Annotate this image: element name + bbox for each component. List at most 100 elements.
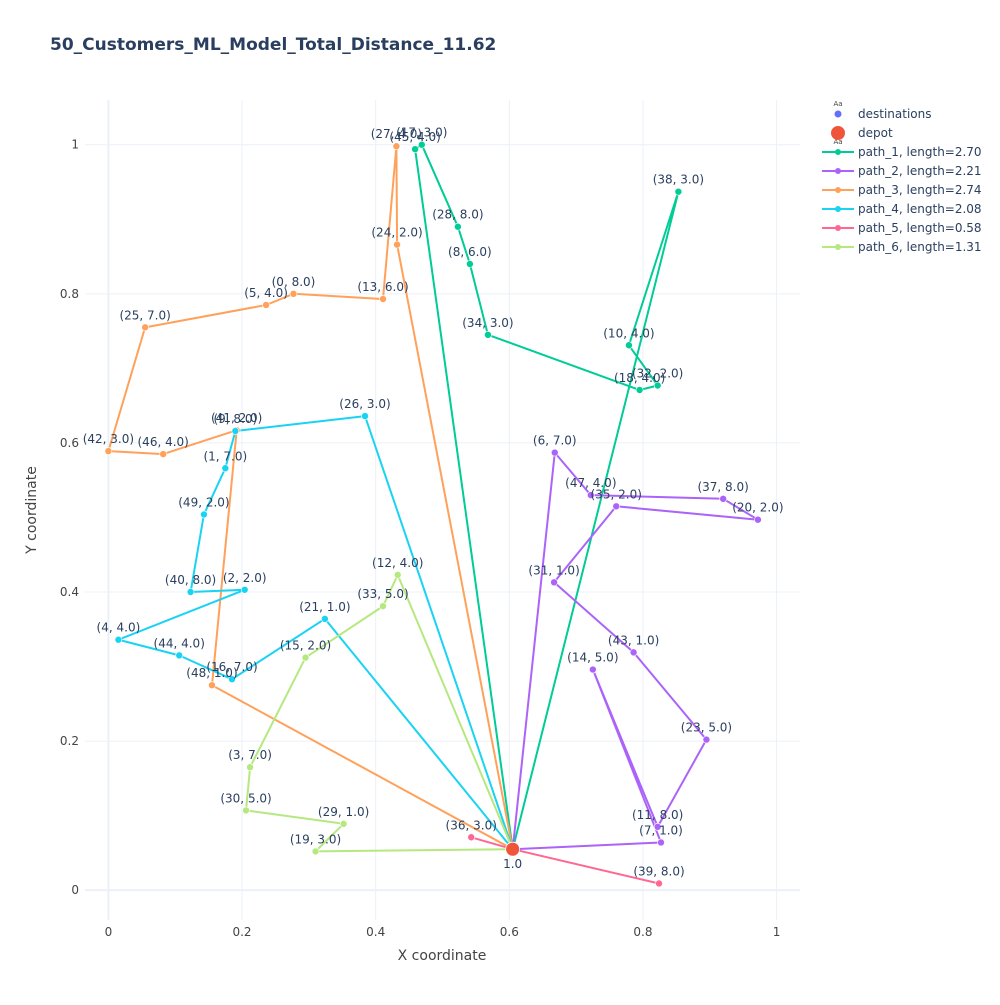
legend-marker-3[interactable] bbox=[835, 187, 841, 193]
data-label: (35, 2.0) bbox=[591, 487, 642, 501]
data-label: (32, 2.0) bbox=[632, 367, 683, 381]
data-label: (29, 1.0) bbox=[318, 805, 369, 819]
data-point bbox=[393, 240, 401, 249]
legend-label-4[interactable]: path_4, length=2.08 bbox=[858, 202, 982, 216]
plot-background bbox=[85, 100, 800, 920]
data-label: (25, 7.0) bbox=[119, 308, 170, 322]
data-label: (40, 8.0) bbox=[165, 573, 216, 587]
data-point bbox=[262, 301, 270, 309]
data-label: (41, 2.0) bbox=[211, 411, 262, 425]
data-label: (38, 3.0) bbox=[653, 173, 704, 187]
data-point bbox=[466, 260, 474, 268]
data-point bbox=[114, 635, 123, 644]
data-label: (45, 4.0) bbox=[389, 130, 440, 144]
data-point bbox=[186, 588, 195, 596]
legend-symbol-glyph: Aa bbox=[833, 138, 842, 146]
x-tick-label: 0.8 bbox=[633, 925, 652, 939]
data-label: (9, 8.0) bbox=[213, 412, 257, 426]
data-label: (4, 4.0) bbox=[97, 621, 141, 635]
legend-destinations-label[interactable]: destinations bbox=[858, 107, 932, 121]
data-label: (37, 8.0) bbox=[697, 480, 748, 494]
legend-depot-marker[interactable] bbox=[831, 126, 845, 140]
legend-label-1[interactable]: path_1, length=2.70 bbox=[858, 145, 982, 159]
data-point bbox=[379, 602, 387, 610]
data-point bbox=[301, 653, 310, 662]
data-label: (15, 2.0) bbox=[280, 639, 331, 653]
data-point bbox=[208, 681, 216, 689]
legend-marker-2[interactable] bbox=[835, 168, 841, 174]
data-point bbox=[141, 323, 149, 332]
data-point bbox=[653, 381, 662, 390]
data-label: (21, 1.0) bbox=[299, 600, 350, 614]
data-point bbox=[104, 447, 113, 455]
y-tick-label: 0.8 bbox=[60, 287, 79, 301]
data-point bbox=[719, 495, 727, 503]
x-axis-title: X coordinate bbox=[398, 948, 487, 964]
data-point bbox=[674, 187, 683, 196]
data-point bbox=[550, 578, 558, 587]
legend-depot-label[interactable]: depot bbox=[858, 126, 893, 140]
data-label: (1, 7.0) bbox=[203, 449, 247, 463]
data-label: (28, 8.0) bbox=[432, 208, 483, 222]
data-label: (48, 1.0) bbox=[186, 666, 237, 680]
legend-label-3[interactable]: path_3, length=2.74 bbox=[858, 183, 982, 197]
data-point bbox=[221, 464, 230, 473]
legend-label-5[interactable]: path_5, length=0.58 bbox=[858, 221, 982, 235]
data-label: (47, 4.0) bbox=[565, 476, 616, 490]
data-label: (14, 5.0) bbox=[567, 651, 618, 665]
data-point bbox=[754, 515, 762, 524]
data-label: (36, 3.0) bbox=[446, 818, 497, 832]
data-point bbox=[393, 571, 402, 579]
legend-label-6[interactable]: path_6, length=1.31 bbox=[858, 240, 982, 254]
data-point bbox=[653, 823, 662, 831]
data-point bbox=[159, 450, 167, 458]
data-point bbox=[289, 290, 298, 298]
data-label: (6, 7.0) bbox=[533, 434, 577, 448]
data-point bbox=[629, 648, 638, 657]
data-label: (7, 1.0) bbox=[639, 823, 683, 837]
data-point bbox=[361, 412, 369, 420]
data-point bbox=[625, 341, 633, 350]
data-label: (10, 4.0) bbox=[603, 326, 654, 340]
data-point bbox=[417, 140, 426, 149]
data-point bbox=[411, 145, 419, 153]
data-label: (11, 8.0) bbox=[632, 808, 683, 822]
legend: Aa destinations Aa depot path_1, length=2.70… bbox=[822, 100, 982, 254]
legend-marker-1[interactable] bbox=[835, 149, 841, 155]
data-label: (12, 4.0) bbox=[372, 556, 423, 570]
data-label: (26, 3.0) bbox=[339, 397, 390, 411]
legend-marker-5[interactable] bbox=[835, 225, 841, 231]
legend-label-2[interactable]: path_2, length=2.21 bbox=[858, 164, 982, 178]
data-label: (23, 5.0) bbox=[681, 721, 732, 735]
depot-group: 1.0 bbox=[503, 841, 522, 871]
y-tick-label: 0.6 bbox=[60, 436, 79, 450]
legend-marker-6[interactable] bbox=[835, 244, 841, 250]
data-point bbox=[240, 585, 249, 594]
data-point bbox=[655, 879, 663, 888]
data-point bbox=[657, 838, 665, 847]
data-point bbox=[339, 820, 348, 828]
y-tick-label: 0.4 bbox=[60, 585, 79, 599]
x-tick-label: 1 bbox=[773, 925, 781, 939]
data-point bbox=[246, 763, 254, 771]
data-point bbox=[242, 806, 250, 815]
data-label: (19, 3.0) bbox=[290, 832, 341, 846]
x-tick-label: 0.6 bbox=[500, 925, 519, 939]
depot-marker bbox=[505, 841, 521, 857]
data-label: (43, 1.0) bbox=[608, 633, 659, 647]
data-point bbox=[612, 502, 621, 511]
data-point bbox=[392, 142, 401, 151]
data-point bbox=[467, 833, 476, 842]
data-label: (44, 4.0) bbox=[154, 636, 205, 650]
data-label: (33, 5.0) bbox=[357, 587, 408, 601]
data-point bbox=[231, 427, 240, 435]
legend-destinations-marker[interactable] bbox=[834, 110, 842, 118]
y-axis-title: Y coordinate bbox=[24, 466, 40, 555]
data-label: (27, 4.0) bbox=[371, 127, 422, 141]
data-label: (24, 2.0) bbox=[371, 226, 422, 240]
y-tick-label: 0.2 bbox=[60, 734, 79, 748]
data-label: (3, 7.0) bbox=[228, 748, 272, 762]
data-label: (5, 4.0) bbox=[244, 286, 288, 300]
data-point bbox=[228, 675, 236, 684]
legend-marker-4[interactable] bbox=[835, 206, 841, 212]
